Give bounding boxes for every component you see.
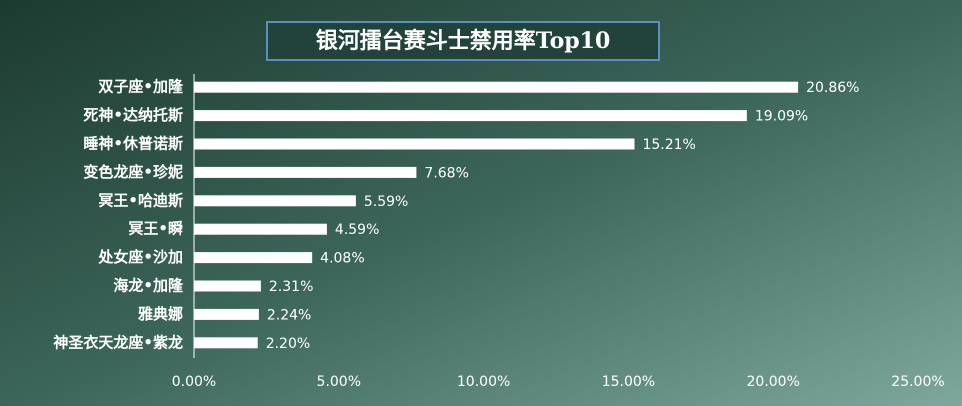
bar [194, 252, 313, 264]
value-label: 4.08% [320, 251, 364, 267]
y-tick-label: 死神•达纳托斯 [83, 106, 183, 124]
value-label: 2.20% [266, 336, 310, 352]
y-tick-label: 神圣衣天龙座•紫龙 [53, 333, 183, 351]
y-tick-label: 冥王•瞬 [128, 220, 183, 238]
bar [194, 166, 417, 178]
x-tick-label: 10.00% [457, 374, 510, 390]
bar [194, 138, 635, 150]
chart-title: 银河擂台赛斗士禁用率Top10 [316, 28, 611, 54]
y-tick-label: 海龙•加隆 [113, 277, 184, 295]
bar [194, 308, 259, 320]
bar [194, 81, 799, 93]
value-label: 15.21% [642, 137, 695, 153]
y-tick-label: 双子座•加隆 [98, 78, 184, 96]
x-tick-label: 20.00% [747, 374, 800, 390]
y-tick-label: 变色龙座•珍妮 [83, 163, 183, 181]
title-box [266, 21, 660, 61]
x-tick-label: 25.00% [891, 374, 944, 390]
value-label: 2.24% [267, 307, 311, 323]
value-label: 5.59% [364, 194, 408, 210]
bar [194, 223, 327, 235]
value-label: 2.31% [269, 279, 313, 295]
y-tick-label: 冥王•哈迪斯 [98, 191, 183, 209]
value-label: 19.09% [755, 109, 808, 125]
x-tick-label: 15.00% [602, 374, 655, 390]
value-label: 4.59% [335, 222, 379, 238]
value-label: 7.68% [424, 165, 468, 181]
bar [194, 195, 356, 207]
y-tick-label: 雅典娜 [137, 305, 183, 323]
y-tick-label: 睡神•休普诺斯 [83, 135, 183, 153]
x-tick-label: 5.00% [317, 374, 361, 390]
bar [194, 110, 747, 122]
bar [194, 280, 261, 292]
value-label: 20.86% [806, 80, 859, 96]
x-tick-label: 0.00% [172, 374, 216, 390]
bar [194, 337, 258, 349]
y-tick-label: 处女座•沙加 [97, 248, 183, 266]
